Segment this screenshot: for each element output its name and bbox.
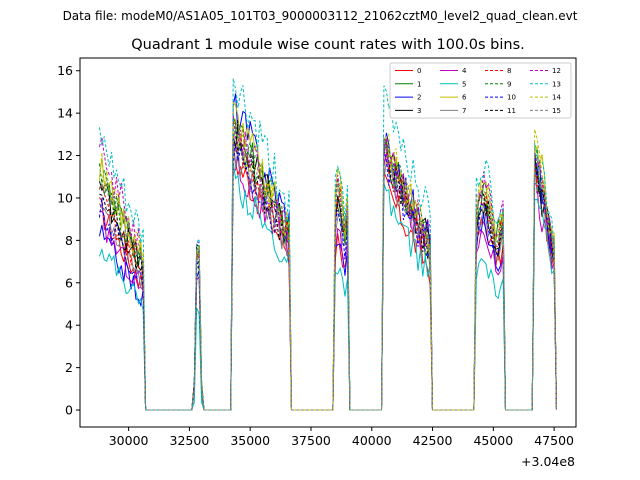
series-line-13 <box>99 78 557 411</box>
legend-label-14: 14 <box>552 94 561 102</box>
plot-lines <box>99 78 557 411</box>
series-line-15 <box>99 122 557 411</box>
y-tick-label: 4 <box>65 318 73 333</box>
legend-label-13: 13 <box>552 80 561 88</box>
chart-suptitle: Data file: modeM0/AS1A05_101T03_90000031… <box>63 9 578 23</box>
x-tick-label: 37500 <box>291 433 331 448</box>
x-tick-label: 30000 <box>109 433 149 448</box>
legend-label-15: 15 <box>552 107 561 115</box>
series-line-10 <box>99 143 557 411</box>
legend-box <box>389 62 572 119</box>
x-tick-label: 35000 <box>230 433 270 448</box>
x-axis: 30000 32500 35000 37500 40000 42500 45000 47500 <box>109 427 574 448</box>
x-tick-label: 40000 <box>352 433 392 448</box>
y-tick-label: 12 <box>57 148 73 163</box>
series-line-1 <box>99 117 557 411</box>
x-tick-label: 45000 <box>473 433 513 448</box>
series-line-3 <box>99 119 557 411</box>
plot-frame <box>79 57 577 428</box>
x-tick-label: 47500 <box>534 433 574 448</box>
series-line-6 <box>99 100 557 411</box>
y-tick-label: 0 <box>65 403 73 418</box>
legend-label-6: 6 <box>462 94 467 102</box>
legend-label-0: 0 <box>417 67 421 75</box>
series-line-8 <box>99 134 557 411</box>
y-tick-label: 10 <box>57 190 73 205</box>
series-line-4 <box>99 153 557 411</box>
legend-label-10: 10 <box>507 94 516 102</box>
legend-label-2: 2 <box>417 94 421 102</box>
series-line-2 <box>99 93 557 411</box>
x-offset-label: +3.04e8 <box>521 454 575 469</box>
y-axis: 0 2 4 6 8 10 12 14 16 <box>57 63 80 418</box>
legend-label-5: 5 <box>462 80 466 88</box>
legend-label-12: 12 <box>552 67 561 75</box>
series-line-12 <box>99 113 557 411</box>
y-tick-label: 6 <box>65 275 73 290</box>
x-tick-label: 32500 <box>170 433 210 448</box>
series-line-9 <box>99 124 557 411</box>
x-tick-label: 42500 <box>413 433 453 448</box>
legend-label-11: 11 <box>507 107 516 115</box>
series-line-14 <box>99 118 557 411</box>
legend-label-9: 9 <box>507 80 511 88</box>
legend-label-7: 7 <box>462 107 466 115</box>
series-line-5 <box>99 162 557 411</box>
legend-label-4: 4 <box>462 67 467 75</box>
y-tick-label: 8 <box>65 233 73 248</box>
legend-label-3: 3 <box>417 107 421 115</box>
chart-title: Quadrant 1 module wise count rates with … <box>131 37 525 53</box>
y-tick-label: 16 <box>57 63 73 78</box>
y-tick-label: 2 <box>65 360 73 375</box>
legend-label-8: 8 <box>507 67 511 75</box>
y-tick-label: 14 <box>57 106 73 121</box>
legend-label-1: 1 <box>417 80 421 88</box>
